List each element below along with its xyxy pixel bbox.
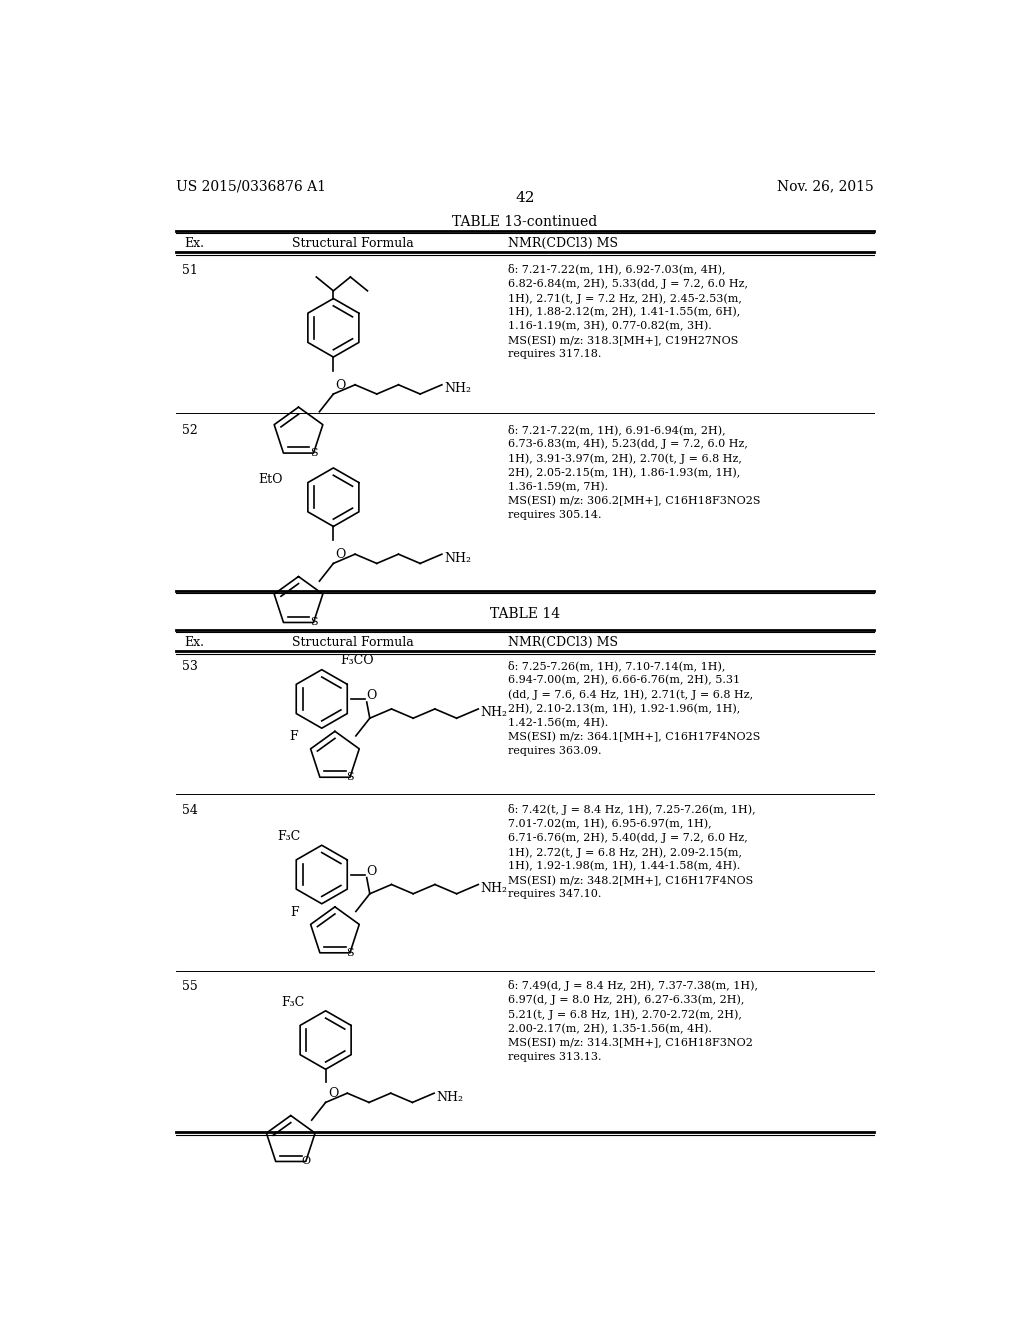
Text: 53: 53	[182, 660, 198, 673]
Text: NH₂: NH₂	[436, 1090, 464, 1104]
Text: 55: 55	[182, 979, 198, 993]
Text: 51: 51	[182, 264, 198, 277]
Text: 42: 42	[515, 191, 535, 205]
Text: O: O	[367, 689, 377, 702]
Text: δ: 7.21-7.22(m, 1H), 6.91-6.94(m, 2H),
6.73-6.83(m, 4H), 5.23(dd, J = 7.2, 6.0 H: δ: 7.21-7.22(m, 1H), 6.91-6.94(m, 2H), 6…	[508, 424, 760, 520]
Text: F₃C: F₃C	[278, 830, 301, 843]
Text: F₃CO: F₃CO	[340, 655, 374, 668]
Text: δ: 7.21-7.22(m, 1H), 6.92-7.03(m, 4H),
6.82-6.84(m, 2H), 5.33(dd, J = 7.2, 6.0 H: δ: 7.21-7.22(m, 1H), 6.92-7.03(m, 4H), 6…	[508, 264, 748, 359]
Text: Structural Formula: Structural Formula	[292, 238, 414, 249]
Text: 52: 52	[182, 424, 198, 437]
Text: O: O	[335, 548, 345, 561]
Text: NH₂: NH₂	[444, 381, 471, 395]
Text: F: F	[289, 730, 298, 743]
Text: EtO: EtO	[259, 473, 283, 486]
Text: NH₂: NH₂	[444, 552, 471, 565]
Text: TABLE 13-continued: TABLE 13-continued	[453, 215, 597, 230]
Text: S: S	[346, 772, 353, 783]
Text: O: O	[367, 865, 377, 878]
Text: TABLE 14: TABLE 14	[489, 607, 560, 620]
Text: F₃C: F₃C	[282, 995, 305, 1008]
Text: Ex.: Ex.	[183, 636, 204, 649]
Text: S: S	[309, 618, 317, 627]
Text: O: O	[335, 379, 345, 392]
Text: NH₂: NH₂	[480, 882, 508, 895]
Text: O: O	[301, 1156, 310, 1167]
Text: NMR(CDCl3) MS: NMR(CDCl3) MS	[508, 238, 617, 249]
Text: 54: 54	[182, 804, 198, 817]
Text: δ: 7.49(d, J = 8.4 Hz, 2H), 7.37-7.38(m, 1H),
6.97(d, J = 8.0 Hz, 2H), 6.27-6.33: δ: 7.49(d, J = 8.4 Hz, 2H), 7.37-7.38(m,…	[508, 979, 758, 1061]
Text: S: S	[346, 948, 353, 958]
Text: US 2015/0336876 A1: US 2015/0336876 A1	[176, 180, 326, 193]
Text: NMR(CDCl3) MS: NMR(CDCl3) MS	[508, 636, 617, 649]
Text: O: O	[328, 1088, 338, 1100]
Text: Ex.: Ex.	[183, 238, 204, 249]
Text: Nov. 26, 2015: Nov. 26, 2015	[777, 180, 873, 193]
Text: F: F	[291, 906, 299, 919]
Text: δ: 7.42(t, J = 8.4 Hz, 1H), 7.25-7.26(m, 1H),
7.01-7.02(m, 1H), 6.95-6.97(m, 1H): δ: 7.42(t, J = 8.4 Hz, 1H), 7.25-7.26(m,…	[508, 804, 756, 899]
Text: NH₂: NH₂	[480, 706, 508, 719]
Text: δ: 7.25-7.26(m, 1H), 7.10-7.14(m, 1H),
6.94-7.00(m, 2H), 6.66-6.76(m, 2H), 5.31
: δ: 7.25-7.26(m, 1H), 7.10-7.14(m, 1H), 6…	[508, 660, 760, 755]
Text: Structural Formula: Structural Formula	[292, 636, 414, 649]
Text: S: S	[309, 447, 317, 458]
